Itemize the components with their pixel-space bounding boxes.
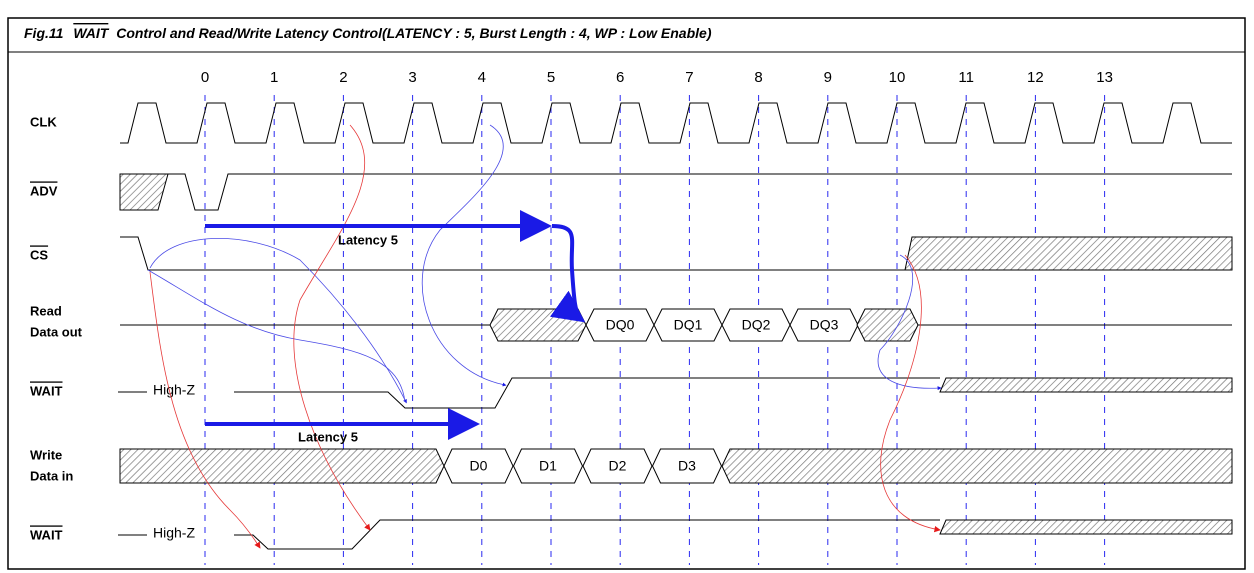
cycle-number: 0 [201, 69, 209, 86]
write-box-label: D1 [539, 458, 557, 474]
wait-read-wave [234, 377, 940, 409]
write-box-label: D0 [470, 458, 488, 474]
clk-wave [120, 102, 1232, 144]
high-z-label: High-Z [153, 382, 195, 398]
relation-curve [421, 124, 507, 387]
latency-arrow [549, 224, 586, 323]
read-box-label: DQ3 [810, 317, 839, 333]
relation-curve [293, 124, 371, 531]
cycle-number: 12 [1027, 69, 1044, 86]
read-box-label: DQ2 [742, 317, 771, 333]
read-box-label: DQ1 [674, 317, 703, 333]
signal-label: WAIT [30, 527, 63, 542]
relation-curve [147, 269, 406, 403]
signal-label: Write [30, 447, 62, 462]
frame [7, 17, 1246, 570]
relation-curve [149, 271, 261, 549]
wait-read-hatch [939, 377, 1233, 393]
wait-write-wave [234, 519, 940, 550]
figure-title: Fig.11 WAIT Control and Read/Write Laten… [24, 25, 712, 41]
write-box-label: D3 [678, 458, 696, 474]
cycle-number: 9 [824, 69, 832, 86]
write-boxes: D0 D1 D2 D3 [443, 448, 723, 484]
write-hatch [721, 448, 1233, 484]
signal-label: Data out [30, 324, 83, 339]
read-hatch [856, 308, 919, 342]
read-box-label: DQ0 [606, 317, 635, 333]
cycle-number: 11 [958, 69, 974, 86]
read-hatch [489, 308, 587, 342]
write-hatch [119, 448, 445, 484]
cycle-grid: 0 1 2 3 4 5 6 7 8 9 10 11 12 13 [201, 69, 1113, 565]
relation-curve [149, 238, 407, 404]
signal-label: WAIT [30, 383, 63, 398]
signal-label: Data in [30, 468, 73, 483]
wait-write-hatch [939, 519, 1233, 535]
cycle-number: 4 [478, 69, 486, 86]
cycle-number: 7 [685, 69, 693, 86]
title-signal: WAIT [73, 25, 109, 41]
latency-label: Latency 5 [338, 232, 398, 247]
cs-wave [120, 236, 905, 271]
read-boxes: DQ0 DQ1 DQ2 DQ3 [585, 308, 859, 342]
high-z-label: High-Z [153, 525, 195, 541]
relation-curve [877, 254, 942, 391]
write-box-label: D2 [609, 458, 627, 474]
signal-label: Read [30, 303, 62, 318]
cycle-number: 10 [889, 69, 906, 86]
cycle-number: 13 [1096, 69, 1113, 86]
cycle-number: 8 [754, 69, 762, 86]
signal-label: ADV [30, 183, 58, 198]
clk-path [120, 102, 1232, 144]
cycle-number: 1 [270, 69, 278, 86]
cycle-number: 6 [616, 69, 624, 86]
signal-label: CLK [30, 114, 57, 129]
cycle-number: 5 [547, 69, 555, 86]
adv-wave [168, 173, 1232, 211]
title-prefix: Fig.11 [24, 25, 64, 41]
cs-hatch [904, 236, 1233, 271]
cycle-number: 3 [408, 69, 416, 86]
title-text: Control and Read/Write Latency Control(L… [116, 25, 712, 41]
cycle-number: 2 [339, 69, 347, 86]
latency-label: Latency 5 [298, 429, 358, 444]
relation-curve [880, 254, 941, 533]
signal-label: CS [30, 247, 48, 262]
adv-hatch [119, 173, 169, 211]
